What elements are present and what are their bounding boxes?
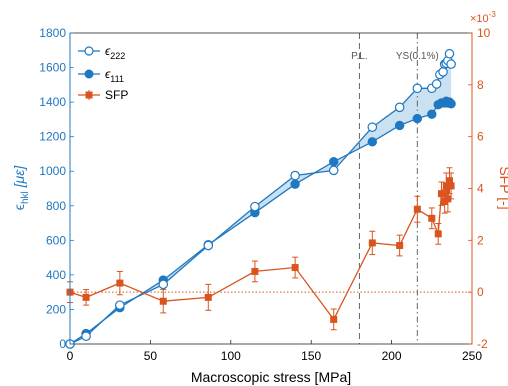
sfp-point-6: [291, 264, 299, 272]
y-axis-left-label: ϵhkl [με]: [11, 165, 31, 211]
e222-point-1: [81, 331, 91, 342]
sfp-point-7: [330, 315, 338, 323]
y-left-tick-label-1: 200: [46, 302, 66, 316]
y-right-tick-label-3: 4: [477, 182, 484, 196]
annotation-lines-layer: [358, 33, 418, 344]
axes-layer: 0 50 100 150 200 2500200400600800100012001400…: [39, 26, 490, 363]
y-left-tick-label-2: 400: [46, 268, 66, 282]
e111-point-8: [367, 137, 378, 147]
right-axis-multiplier: ×10-3: [470, 10, 496, 25]
e222-point-3: [158, 279, 169, 290]
e222-point-2: [115, 300, 125, 310]
y-axis-left-label-main: ϵ: [11, 204, 27, 210]
y-left-tick-label-6: 1200: [39, 130, 66, 144]
e222-point-5: [250, 201, 260, 212]
e222-point-18: [444, 48, 455, 59]
e222-point-4: [203, 240, 214, 251]
legend-label-e111-main: ϵ: [105, 67, 111, 81]
y-left-tick-label-0: 0: [59, 337, 66, 351]
y-left-tick-label-7: 1400: [39, 95, 66, 109]
x-tick-label-3: 150: [301, 349, 321, 363]
sfp-point-3: [159, 297, 167, 305]
legend-label-e222-sub: 222: [110, 51, 125, 61]
e222-point-9: [394, 102, 405, 113]
y-axis-left-label-tail: [με]: [11, 165, 27, 192]
x-tick-label-1: 50: [144, 349, 158, 363]
right-axis-multiplier-base: ×10: [470, 13, 489, 25]
legend-marker-sfp: [85, 91, 93, 99]
right-axis-multiplier-exp: -3: [489, 10, 497, 19]
legend-item-e222: ϵ222: [78, 44, 125, 61]
e111-point-10: [412, 113, 423, 124]
x-axis-label: Macroscopic stress [MPa]: [191, 369, 351, 385]
series-line-e111: [69, 100, 452, 345]
x-tick-label-2: 100: [221, 349, 241, 363]
x-tick-label-0: 0: [67, 349, 74, 363]
sfp-point-1: [82, 293, 90, 301]
e222-point-8: [367, 122, 378, 132]
e222-point-10: [412, 83, 423, 94]
sfp-point-15: [442, 182, 450, 190]
y-right-tick-label-2: 2: [477, 233, 484, 247]
sfp-point-9: [396, 242, 404, 250]
annotation-pl-label: P.L.: [351, 51, 368, 62]
e222-point-7: [328, 165, 339, 176]
sfp-point-10: [413, 205, 421, 213]
sfp-point-18: [447, 182, 455, 190]
e111-point-7: [329, 157, 339, 167]
sfp-point-8: [368, 239, 376, 247]
series-layer: [65, 48, 456, 349]
sfp-point-13: [437, 190, 445, 198]
legend-item-sfp: SFP: [78, 88, 128, 102]
sfp-point-11: [428, 214, 436, 222]
sfp-point-16: [444, 195, 452, 203]
y-right-tick-label-0: -2: [477, 337, 488, 351]
y-left-tick-label-8: 1600: [39, 61, 66, 75]
y-left-tick-label-9: 1800: [39, 26, 66, 40]
legend-label-e222: ϵ222: [105, 44, 125, 61]
e111-point-18: [446, 99, 456, 109]
e111-point-11: [427, 109, 437, 119]
sfp-point-12: [434, 230, 442, 238]
y-right-tick-label-5: 8: [477, 78, 484, 92]
e222-point-19: [446, 59, 456, 69]
annotation-ys-label: YS(0.1%): [396, 51, 439, 62]
legend-label-e111-sub: 111: [110, 74, 124, 84]
legend-box: [73, 36, 139, 102]
e111-point-9: [394, 120, 405, 131]
legend-label-e111: ϵ111: [105, 67, 124, 84]
y-right-tick-label-4: 6: [477, 130, 484, 144]
e222-point-12: [431, 79, 442, 89]
e222-point-6: [290, 170, 300, 181]
x-tick-label-4: 200: [382, 349, 402, 363]
y-left-tick-label-3: 600: [46, 233, 66, 247]
legend: ϵ222 ϵ111 SFP: [73, 36, 139, 102]
sfp-point-2: [116, 279, 124, 287]
sfp-point-5: [251, 267, 259, 275]
x-tick-label-5: 250: [462, 349, 482, 363]
y-left-tick-label-5: 1000: [39, 164, 66, 178]
y-left-tick-label-4: 800: [46, 199, 66, 213]
e222-point-14: [438, 67, 448, 77]
legend-marker-e222: [84, 46, 94, 56]
sfp-point-17: [445, 177, 453, 185]
sfp-point-4: [204, 293, 212, 301]
y-axis-left-label-sub: hkl: [20, 191, 31, 204]
legend-label-e222-main: ϵ: [105, 44, 111, 58]
e111-point-6: [290, 179, 300, 189]
y-right-tick-label-6: 10: [477, 26, 491, 40]
legend-label-sfp: SFP: [105, 88, 128, 102]
y-right-tick-label-1: 0: [477, 285, 484, 299]
legend-item-e111: ϵ111: [78, 67, 124, 84]
legend-marker-e111: [84, 69, 94, 79]
y-axis-right-label: SFP [-]: [497, 166, 508, 209]
